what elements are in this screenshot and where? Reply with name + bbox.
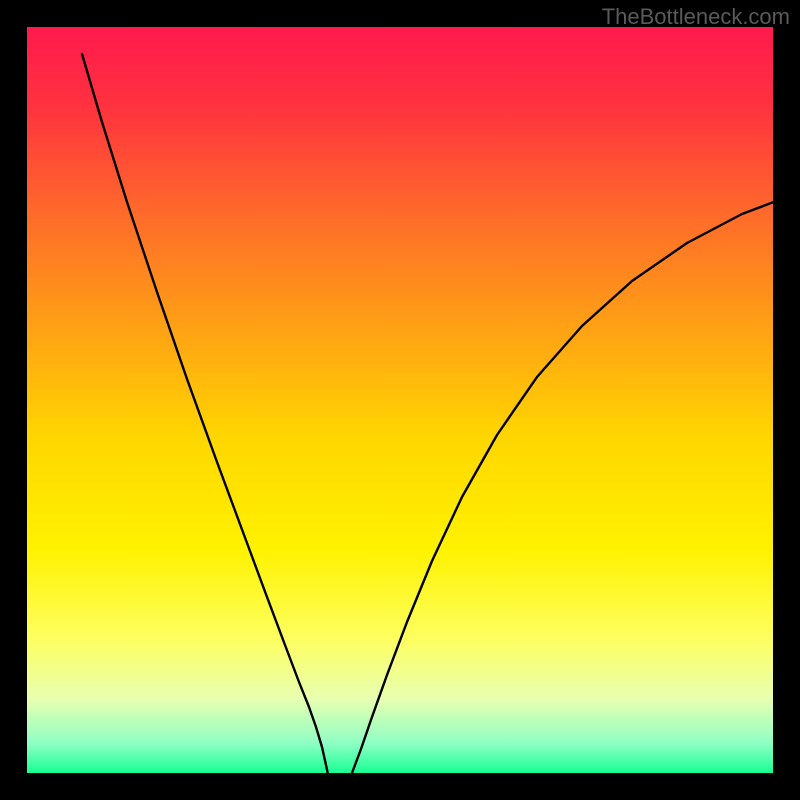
plot-area xyxy=(27,27,773,773)
chart-root: TheBottleneck.com xyxy=(0,0,800,800)
plot-svg xyxy=(27,27,773,773)
watermark: TheBottleneck.com xyxy=(602,4,790,30)
gradient-background xyxy=(27,27,773,773)
